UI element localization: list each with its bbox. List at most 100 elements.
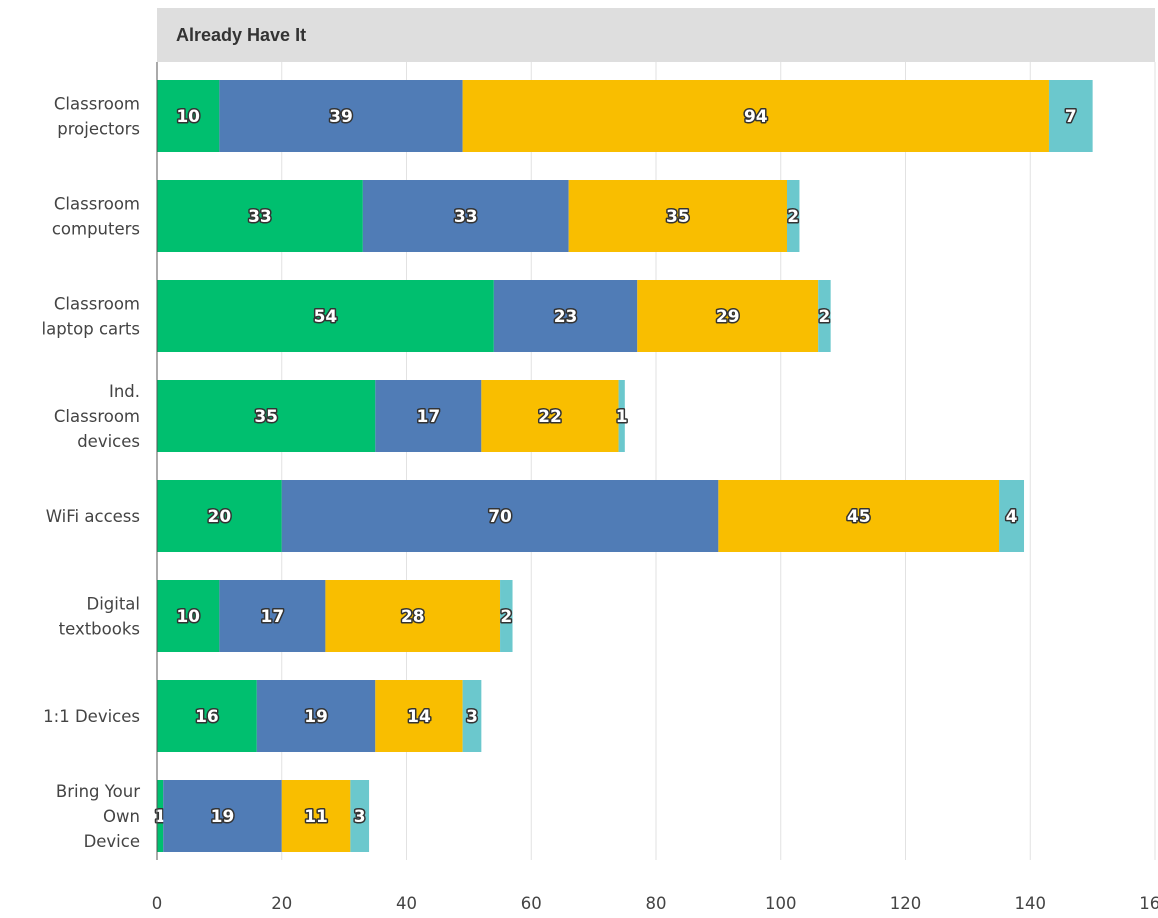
bar-value-label: 7	[1065, 107, 1077, 127]
bar-segment	[157, 680, 257, 752]
category-label-line: Classroom	[54, 195, 140, 214]
bar-value-label: 10	[176, 107, 200, 127]
x-tick-label: 100	[765, 894, 797, 913]
bar-value-label: 1	[616, 407, 628, 427]
bar-segment	[462, 680, 482, 752]
bar-value-label: 19	[211, 807, 235, 827]
bar-segment	[786, 180, 800, 252]
category-label-line: Digital	[86, 595, 140, 614]
bar-value-label: 2	[500, 607, 512, 627]
bar-value-label: 2	[818, 307, 830, 327]
bar-segment	[157, 380, 376, 452]
bar-segment	[618, 380, 625, 452]
bar-value-label: 10	[176, 607, 200, 627]
bar-segment	[157, 580, 220, 652]
category-label: Bring Your Own Device	[56, 782, 140, 851]
bar-segment	[157, 480, 282, 552]
bar-value-label: 3	[354, 807, 366, 827]
category-label-line: WiFi access	[46, 507, 140, 526]
bar-value-label: 19	[304, 707, 328, 727]
category-label: Classroom projectors	[54, 95, 140, 139]
bar-value-label: 3	[466, 707, 478, 727]
bar-value-label: 54	[314, 307, 338, 327]
category-label: Classroom laptop carts	[42, 295, 140, 339]
bar-segment	[157, 180, 363, 252]
bar-value-label: 45	[847, 507, 871, 527]
bar-value-label: 28	[401, 607, 425, 627]
x-tick-label: 60	[521, 894, 542, 913]
bar-value-label: 39	[329, 107, 353, 127]
bar-segment	[219, 80, 463, 152]
bar-value-label: 16	[195, 707, 219, 727]
x-tick-label: 140	[1015, 894, 1047, 913]
category-label: Classroom computers	[52, 195, 140, 239]
bar-value-label: 2	[787, 207, 799, 227]
bar-segment	[818, 280, 831, 352]
bar-segment	[157, 780, 164, 852]
bar-segment	[375, 380, 482, 452]
category-label-line: laptop carts	[42, 320, 140, 339]
bar-value-label: 14	[407, 707, 431, 727]
bar-segment	[350, 780, 370, 852]
bar-segment	[256, 680, 376, 752]
category-label: 1:1 Devices	[43, 707, 140, 726]
bar-segment	[637, 280, 819, 352]
x-tick-label: 40	[396, 894, 417, 913]
bar-segment	[325, 580, 501, 652]
panel-header: Already Have It	[157, 8, 1155, 62]
bar-segment	[281, 480, 719, 552]
bar-value-label: 4	[1006, 507, 1018, 527]
category-label-line: Bring Your	[56, 782, 140, 801]
bar-segment	[219, 580, 326, 652]
category-label-line: computers	[52, 220, 140, 239]
bar-segment	[568, 180, 787, 252]
category-label-line: projectors	[57, 120, 140, 139]
bar-segment	[375, 680, 463, 752]
category-label-line: textbooks	[59, 620, 140, 639]
x-tick-label: 0	[152, 894, 163, 913]
bar-segment	[281, 780, 351, 852]
bar-segment	[462, 80, 1049, 152]
bar-value-label: 17	[416, 407, 440, 427]
bar-value-label: 35	[254, 407, 278, 427]
bar-segment	[157, 80, 220, 152]
bar-segment	[157, 280, 494, 352]
bar-value-label: 70	[488, 507, 512, 527]
bar-value-label: 33	[454, 207, 478, 227]
bar-segment	[163, 780, 282, 852]
bar-value-label: 29	[716, 307, 740, 327]
bar-segment	[362, 180, 569, 252]
bar-segment	[481, 380, 619, 452]
bar-segment	[718, 480, 1000, 552]
category-label-line: Classroom	[54, 407, 140, 426]
category-label: Ind. Classroom devices	[54, 382, 140, 451]
category-label: WiFi access	[46, 507, 140, 526]
panel-title: Already Have It	[176, 25, 307, 45]
bar-value-label: 22	[538, 407, 562, 427]
category-label-line: Classroom	[54, 95, 140, 114]
bar-segment	[493, 280, 638, 352]
bar-value-label: 20	[208, 507, 232, 527]
x-tick-label: 120	[890, 894, 922, 913]
category-label-line: Ind.	[109, 382, 140, 401]
bar-value-label: 33	[248, 207, 272, 227]
category-label-line: Classroom	[54, 295, 140, 314]
bar-value-label: 35	[666, 207, 690, 227]
category-label-line: Device	[84, 832, 140, 851]
category-label: Digital textbooks	[59, 595, 140, 639]
category-label-line: 1:1 Devices	[43, 707, 140, 726]
category-label-line: devices	[77, 432, 140, 451]
bar-value-label: 23	[554, 307, 578, 327]
bar-segment	[1048, 80, 1093, 152]
bar-segment	[999, 480, 1025, 552]
category-label-line: Own	[103, 807, 140, 826]
bar-value-label: 11	[304, 807, 328, 827]
bar-value-label: 94	[744, 107, 768, 127]
x-tick-label: 80	[646, 894, 667, 913]
x-tick-label: 20	[271, 894, 292, 913]
bar-segment	[500, 580, 513, 652]
bar-value-label: 17	[261, 607, 285, 627]
x-tick-label: 160	[1139, 894, 1158, 913]
